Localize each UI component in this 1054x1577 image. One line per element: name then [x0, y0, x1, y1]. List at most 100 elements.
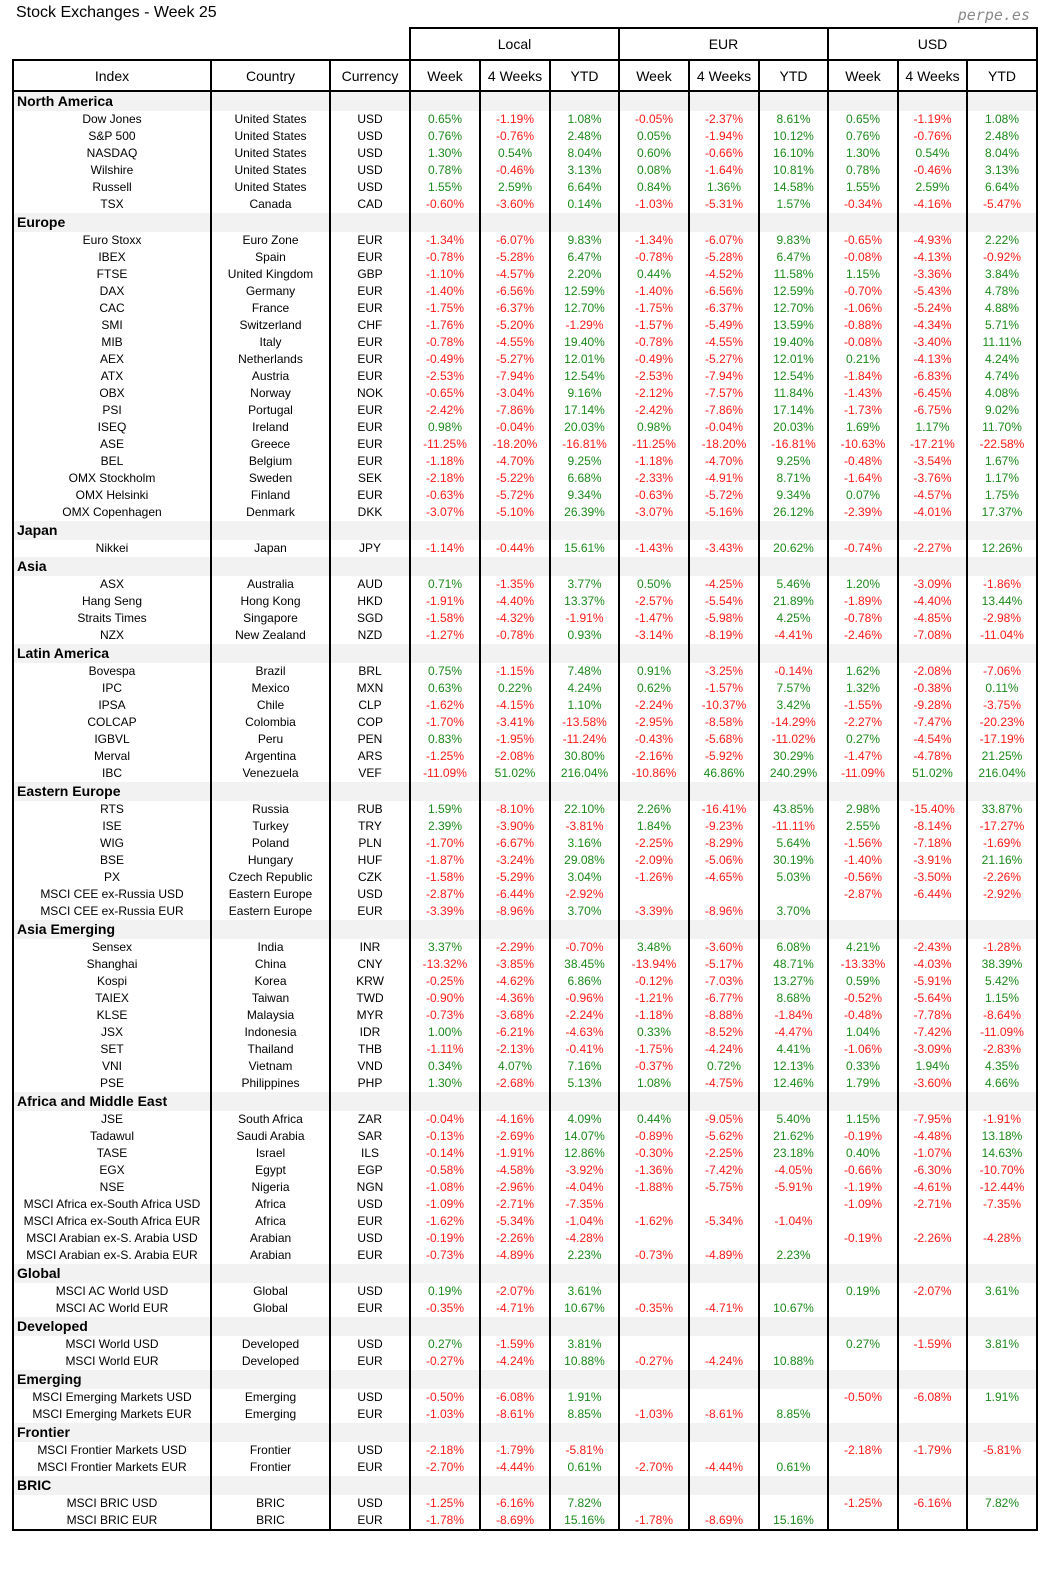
cell-local-ytd: 14.07% — [549, 1128, 620, 1145]
section-header-cell — [618, 91, 690, 111]
cell-usd-week: -0.70% — [827, 283, 899, 300]
cell-usd-week: -1.19% — [827, 1179, 899, 1196]
cell-eur-ytd: 19.40% — [758, 334, 829, 351]
cell-usd-ytd: 4.74% — [966, 368, 1038, 385]
table-row: IPC Mexico MXN 0.63% 0.22% 4.24% 0.62% -1.57% 7.… — [12, 680, 1038, 697]
cell-country: Egypt — [210, 1162, 331, 1179]
cell-usd-week: 1.62% — [827, 663, 899, 680]
section-header-cell — [329, 1092, 411, 1111]
section-header-cell — [966, 1423, 1038, 1442]
section-header-cell — [966, 782, 1038, 801]
cell-local-week: -3.07% — [409, 504, 481, 521]
column-header-local-4weeks: 4 Weeks — [479, 59, 551, 92]
cell-usd-week: 1.15% — [827, 266, 899, 283]
cell-eur-4weeks: -5.62% — [688, 1128, 760, 1145]
cell-local-4weeks: -0.46% — [479, 162, 551, 179]
cell-eur-4weeks: -5.68% — [688, 731, 760, 748]
cell-local-ytd: 3.16% — [549, 835, 620, 852]
section-header-cell — [688, 782, 760, 801]
section-header-cell — [329, 213, 411, 232]
cell-eur-week: -1.88% — [618, 1179, 690, 1196]
cell-local-week: -2.18% — [409, 1442, 481, 1459]
cell-currency: EUR — [329, 487, 411, 504]
cell-usd-4weeks: -3.50% — [897, 869, 968, 886]
cell-eur-week — [618, 1230, 690, 1247]
cell-eur-4weeks — [688, 886, 760, 903]
cell-usd-4weeks: 0.54% — [897, 145, 968, 162]
cell-country: Africa — [210, 1213, 331, 1230]
table-row: EGX Egypt EGP -0.58% -4.58% -3.92% -1.36% -7.42… — [12, 1162, 1038, 1179]
column-header-local-week: Week — [409, 59, 481, 92]
cell-local-week: 0.98% — [409, 419, 481, 436]
cell-local-4weeks: -1.59% — [479, 1336, 551, 1353]
cell-currency: EUR — [329, 300, 411, 317]
cell-country: Vietnam — [210, 1058, 331, 1075]
cell-eur-week: -1.57% — [618, 317, 690, 334]
cell-usd-week — [827, 1406, 899, 1423]
table-row: JSX Indonesia IDR 1.00% -6.21% -4.63% 0.33% -8.… — [12, 1024, 1038, 1041]
cell-usd-4weeks: -1.59% — [897, 1336, 968, 1353]
cell-index: JSE — [12, 1111, 212, 1128]
section-header-cell — [827, 1317, 899, 1336]
section-header-cell — [618, 920, 690, 939]
cell-local-ytd: 1.10% — [549, 697, 620, 714]
cell-currency: EUR — [329, 1459, 411, 1476]
cell-eur-week: -0.43% — [618, 731, 690, 748]
cell-eur-4weeks: -5.27% — [688, 351, 760, 368]
cell-local-4weeks: -8.10% — [479, 801, 551, 818]
table-row: MSCI AC World EUR Global EUR -0.35% -4.71% 10… — [12, 1300, 1038, 1317]
section-header-cell — [897, 91, 968, 111]
cell-eur-4weeks: -3.25% — [688, 663, 760, 680]
cell-local-4weeks: -6.21% — [479, 1024, 551, 1041]
cell-country: Italy — [210, 334, 331, 351]
cell-usd-4weeks: -4.57% — [897, 487, 968, 504]
cell-local-week: -0.73% — [409, 1247, 481, 1264]
cell-local-week: 0.63% — [409, 680, 481, 697]
section-header-cell — [758, 1092, 829, 1111]
cell-eur-ytd — [758, 1442, 829, 1459]
cell-local-4weeks: -3.24% — [479, 852, 551, 869]
table-row: COLCAP Colombia COP -1.70% -3.41% -13.58% -2.9… — [12, 714, 1038, 731]
cell-eur-ytd: 8.61% — [758, 111, 829, 128]
cell-eur-week: -2.16% — [618, 748, 690, 765]
cell-usd-4weeks: -7.42% — [897, 1024, 968, 1041]
cell-eur-ytd: 12.46% — [758, 1075, 829, 1092]
table-row: Wilshire United States USD 0.78% -0.46% 3.13%… — [12, 162, 1038, 179]
cell-usd-4weeks: 1.94% — [897, 1058, 968, 1075]
cell-local-4weeks: -4.89% — [479, 1247, 551, 1264]
cell-eur-week: 0.60% — [618, 145, 690, 162]
cell-eur-ytd: 8.68% — [758, 990, 829, 1007]
cell-eur-4weeks: -4.70% — [688, 453, 760, 470]
cell-index: ISEQ — [12, 419, 212, 436]
cell-usd-week: -1.84% — [827, 368, 899, 385]
cell-local-ytd: -0.41% — [549, 1041, 620, 1058]
cell-local-4weeks: -6.67% — [479, 835, 551, 852]
cell-usd-ytd: 21.16% — [966, 852, 1038, 869]
cell-index: MSCI AC World USD — [12, 1283, 212, 1300]
cell-local-week: -0.78% — [409, 334, 481, 351]
cell-eur-ytd: 0.61% — [758, 1459, 829, 1476]
cell-local-week: -0.58% — [409, 1162, 481, 1179]
cell-local-ytd: -2.24% — [549, 1007, 620, 1024]
cell-usd-ytd: -1.91% — [966, 1111, 1038, 1128]
cell-eur-week: -1.36% — [618, 1162, 690, 1179]
table-row: MSCI CEE ex-Russia USD Eastern Europe USD -… — [12, 886, 1038, 903]
cell-usd-4weeks: -7.95% — [897, 1111, 968, 1128]
cell-usd-4weeks: -4.03% — [897, 956, 968, 973]
section-header-cell — [827, 782, 899, 801]
table-row: PSE Philippines PHP 1.30% -2.68% 5.13% 1.08% -4… — [12, 1075, 1038, 1092]
cell-local-4weeks: -1.35% — [479, 576, 551, 593]
cell-usd-week: -1.64% — [827, 470, 899, 487]
cell-eur-week: 1.84% — [618, 818, 690, 835]
cell-eur-4weeks: -4.89% — [688, 1247, 760, 1264]
brand-logo: perpe.es — [957, 6, 1030, 24]
section-header-cell — [758, 91, 829, 111]
table-row: OMX Copenhagen Denmark DKK -3.07% -5.10% 26.3… — [12, 504, 1038, 521]
cell-usd-4weeks: -0.38% — [897, 680, 968, 697]
cell-usd-ytd: 3.13% — [966, 162, 1038, 179]
cell-usd-week: 1.79% — [827, 1075, 899, 1092]
cell-usd-week: 1.15% — [827, 1111, 899, 1128]
column-header-country: Country — [210, 59, 331, 92]
cell-country: Developed — [210, 1353, 331, 1370]
table-row: Euro Stoxx Euro Zone EUR -1.34% -6.07% 9.83% -… — [12, 232, 1038, 249]
